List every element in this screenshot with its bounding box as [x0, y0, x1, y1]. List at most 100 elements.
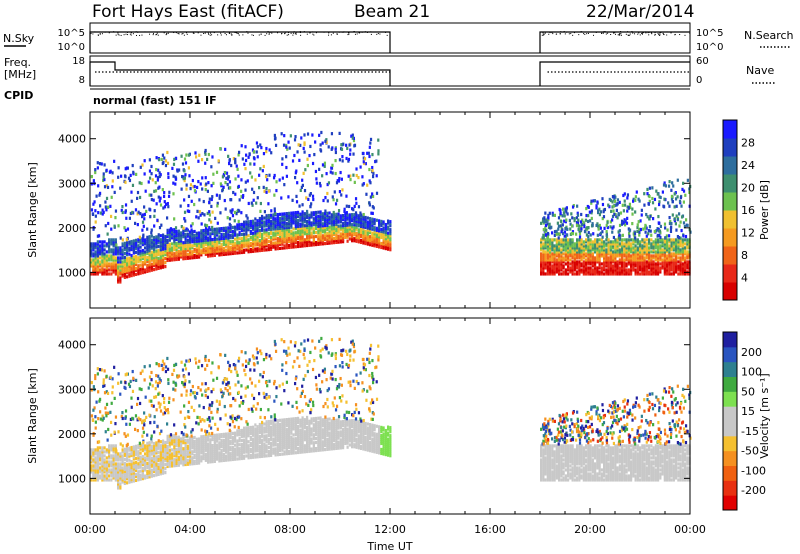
power-cell	[668, 215, 671, 220]
power-cell	[231, 225, 234, 230]
power-cell	[623, 244, 626, 248]
power-cell	[677, 268, 680, 272]
power-cell	[301, 242, 304, 246]
velocity-cell	[159, 466, 162, 470]
power-cell	[126, 251, 129, 255]
power-cell	[234, 249, 237, 253]
power-cell	[627, 252, 630, 256]
power-cell	[553, 260, 556, 264]
power-cell	[225, 176, 228, 180]
velocity-cell	[114, 462, 117, 466]
power-cell	[639, 244, 642, 248]
power-cell	[267, 244, 270, 248]
power-cell	[189, 230, 192, 234]
power-cell	[672, 272, 675, 276]
power-cell	[146, 241, 149, 245]
power-cell	[362, 215, 365, 219]
velocity-cell	[162, 467, 165, 471]
power-cell	[652, 272, 655, 276]
power-cell	[609, 240, 612, 244]
velocity-cell	[153, 465, 156, 470]
velocity-cell	[157, 456, 160, 460]
velocity-cell	[139, 469, 142, 473]
colorbar-tick-label: 16	[741, 204, 755, 217]
power-cell	[94, 258, 97, 262]
power-cell	[255, 150, 258, 154]
velocity-cell	[99, 476, 102, 480]
power-cell	[594, 248, 597, 252]
power-cell	[556, 221, 559, 225]
power-cell	[192, 185, 195, 189]
power-cell	[634, 246, 637, 250]
power-cell	[668, 268, 671, 272]
power-cell	[308, 241, 311, 245]
power-cell	[281, 162, 284, 166]
power-cell	[101, 242, 104, 246]
power-cell	[573, 264, 576, 268]
power-cell	[668, 250, 671, 254]
power-cell	[664, 226, 667, 230]
power-cell	[237, 184, 240, 189]
power-cell	[333, 212, 336, 217]
power-cell	[677, 248, 680, 252]
velocity-cell	[137, 466, 140, 470]
power-cell	[222, 232, 225, 236]
power-cell	[182, 229, 185, 233]
power-cell	[677, 238, 680, 242]
power-cell	[578, 232, 582, 236]
power-cell	[627, 240, 630, 244]
power-cell	[90, 242, 93, 246]
power-cell	[317, 222, 320, 226]
velocity-cell	[117, 468, 120, 472]
velocity-cell	[139, 443, 142, 447]
power-cell	[254, 241, 257, 245]
power-cell	[256, 239, 259, 243]
power-cell	[153, 259, 156, 264]
power-cell	[98, 191, 102, 195]
power-cell	[681, 272, 684, 276]
power-cell	[227, 230, 230, 234]
velocity-cell	[112, 458, 115, 462]
power-cell	[324, 231, 327, 236]
power-cell	[158, 174, 161, 179]
power-cell	[166, 248, 169, 253]
power-cell	[555, 242, 558, 246]
power-cell	[276, 225, 279, 229]
nsearch-dot	[659, 32, 661, 34]
velocity-cell	[119, 484, 122, 488]
power-cell	[204, 148, 207, 153]
power-cell	[639, 268, 642, 272]
power-cell	[172, 192, 175, 196]
power-cell	[327, 181, 331, 185]
nsearch-dot	[247, 32, 249, 34]
power-cell	[240, 195, 243, 199]
power-cell	[590, 201, 593, 205]
power-cell	[303, 188, 307, 193]
velocity-cell	[105, 472, 108, 476]
power-cell	[587, 248, 590, 252]
power-cell	[216, 239, 219, 243]
power-cell	[96, 244, 99, 248]
power-cell	[285, 246, 288, 250]
power-cell	[290, 219, 293, 223]
power-cell	[281, 226, 284, 230]
nsearch-dot	[236, 32, 238, 34]
power-cell	[312, 229, 315, 233]
power-cell	[153, 257, 156, 262]
power-cell	[184, 161, 188, 165]
power-cell	[180, 245, 183, 249]
power-cell	[146, 255, 149, 259]
power-cell	[290, 233, 293, 237]
power-cell	[96, 260, 99, 264]
power-cell	[605, 252, 608, 256]
power-cell	[111, 171, 114, 175]
power-cell	[605, 256, 608, 260]
power-cell	[597, 210, 600, 215]
power-cell	[150, 228, 153, 232]
power-cell	[229, 242, 232, 246]
velocity-cell	[105, 478, 108, 482]
power-cell	[675, 228, 678, 232]
power-cell	[344, 235, 347, 240]
nave-tick-bottom: 0	[696, 75, 702, 86]
velocity-cell	[96, 462, 99, 466]
